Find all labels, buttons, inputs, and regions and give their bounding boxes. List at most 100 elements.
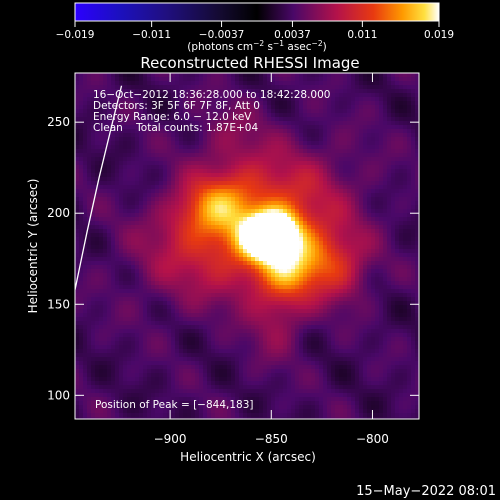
heatmap-pixel bbox=[103, 185, 108, 190]
heatmap-pixel bbox=[263, 133, 268, 138]
heatmap-pixel bbox=[91, 173, 96, 178]
heatmap-pixel bbox=[195, 121, 200, 126]
heatmap-pixel bbox=[147, 285, 152, 290]
heatmap-pixel bbox=[267, 245, 272, 250]
heatmap-pixel bbox=[399, 293, 404, 298]
heatmap-pixel bbox=[87, 245, 92, 250]
heatmap-pixel bbox=[219, 277, 224, 282]
heatmap-pixel bbox=[403, 265, 408, 270]
heatmap-pixel bbox=[187, 121, 192, 126]
heatmap-pixel bbox=[187, 129, 192, 134]
heatmap-pixel bbox=[91, 297, 96, 302]
heatmap-pixel bbox=[111, 277, 116, 282]
heatmap-pixel bbox=[103, 93, 108, 98]
heatmap-pixel bbox=[119, 217, 124, 222]
heatmap-pixel bbox=[183, 149, 188, 154]
heatmap-pixel bbox=[283, 189, 288, 194]
heatmap-pixel bbox=[159, 97, 164, 102]
heatmap-pixel bbox=[131, 177, 136, 182]
heatmap-pixel bbox=[311, 73, 316, 78]
heatmap-pixel bbox=[187, 237, 192, 242]
heatmap-pixel bbox=[227, 141, 232, 146]
heatmap-pixel bbox=[123, 169, 128, 174]
heatmap-pixel bbox=[267, 297, 272, 302]
heatmap-pixel bbox=[147, 85, 152, 90]
heatmap-pixel bbox=[363, 241, 368, 246]
heatmap-pixel bbox=[339, 101, 344, 106]
heatmap-pixel bbox=[95, 277, 100, 282]
heatmap-pixel bbox=[351, 165, 356, 170]
heatmap-pixel bbox=[119, 125, 124, 130]
heatmap-pixel bbox=[263, 229, 268, 234]
heatmap-pixel bbox=[347, 165, 352, 170]
heatmap-pixel bbox=[375, 285, 380, 290]
heatmap-pixel bbox=[227, 269, 232, 274]
heatmap-pixel bbox=[163, 89, 168, 94]
heatmap-pixel bbox=[387, 277, 392, 282]
heatmap-pixel bbox=[315, 193, 320, 198]
heatmap-pixel bbox=[367, 181, 372, 186]
heatmap-pixel bbox=[167, 105, 172, 110]
heatmap-pixel bbox=[315, 233, 320, 238]
heatmap-pixel bbox=[151, 121, 156, 126]
heatmap-pixel bbox=[267, 241, 272, 246]
heatmap-pixel bbox=[335, 273, 340, 278]
heatmap-pixel bbox=[115, 213, 120, 218]
heatmap-pixel bbox=[295, 129, 300, 134]
heatmap-pixel bbox=[111, 189, 116, 194]
heatmap-pixel bbox=[415, 257, 419, 262]
heatmap-pixel bbox=[343, 301, 348, 306]
heatmap-pixel bbox=[347, 173, 352, 178]
heatmap-pixel bbox=[171, 109, 176, 114]
heatmap-pixel bbox=[195, 189, 200, 194]
heatmap-pixel bbox=[115, 97, 120, 102]
heatmap-pixel bbox=[255, 169, 260, 174]
heatmap-pixel bbox=[163, 253, 168, 258]
heatmap-pixel bbox=[115, 201, 120, 206]
heatmap-pixel bbox=[263, 105, 268, 110]
heatmap-pixel bbox=[335, 105, 340, 110]
heatmap-pixel bbox=[235, 157, 240, 162]
heatmap-pixel bbox=[327, 205, 332, 210]
heatmap-pixel bbox=[103, 225, 108, 230]
heatmap-pixel bbox=[251, 269, 256, 274]
heatmap-pixel bbox=[227, 157, 232, 162]
heatmap-pixel bbox=[219, 81, 224, 86]
heatmap-pixel bbox=[327, 273, 332, 278]
heatmap-pixel bbox=[379, 225, 384, 230]
heatmap-pixel bbox=[311, 257, 316, 262]
heatmap-pixel bbox=[271, 97, 276, 102]
heatmap-pixel bbox=[231, 97, 236, 102]
heatmap-pixel bbox=[203, 129, 208, 134]
heatmap-pixel bbox=[347, 289, 352, 294]
heatmap-pixel bbox=[127, 293, 132, 298]
heatmap-pixel bbox=[411, 233, 416, 238]
heatmap-pixel bbox=[75, 245, 80, 250]
heatmap-pixel bbox=[399, 233, 404, 238]
heatmap-pixel bbox=[315, 77, 320, 82]
heatmap-pixel bbox=[103, 113, 108, 118]
heatmap-pixel bbox=[347, 205, 352, 210]
heatmap-pixel bbox=[139, 133, 144, 138]
heatmap-pixel bbox=[331, 101, 336, 106]
heatmap-pixel bbox=[395, 249, 400, 254]
heatmap-pixel bbox=[247, 233, 252, 238]
heatmap-pixel bbox=[251, 121, 256, 126]
heatmap-pixel bbox=[319, 133, 324, 138]
heatmap-pixel bbox=[339, 89, 344, 94]
heatmap-pixel bbox=[179, 301, 184, 306]
heatmap-pixel bbox=[151, 273, 156, 278]
heatmap-pixel bbox=[103, 145, 108, 150]
heatmap-pixel bbox=[391, 289, 396, 294]
heatmap-pixel bbox=[343, 221, 348, 226]
heatmap-pixel bbox=[203, 73, 208, 78]
heatmap-pixel bbox=[379, 161, 384, 166]
heatmap-pixel bbox=[191, 221, 196, 226]
heatmap-pixel bbox=[291, 177, 296, 182]
heatmap-pixel bbox=[307, 229, 312, 234]
heatmap-pixel bbox=[307, 193, 312, 198]
heatmap-pixel bbox=[243, 145, 248, 150]
heatmap-pixel bbox=[307, 85, 312, 90]
heatmap-pixel bbox=[167, 133, 172, 138]
heatmap-pixel bbox=[167, 121, 172, 126]
